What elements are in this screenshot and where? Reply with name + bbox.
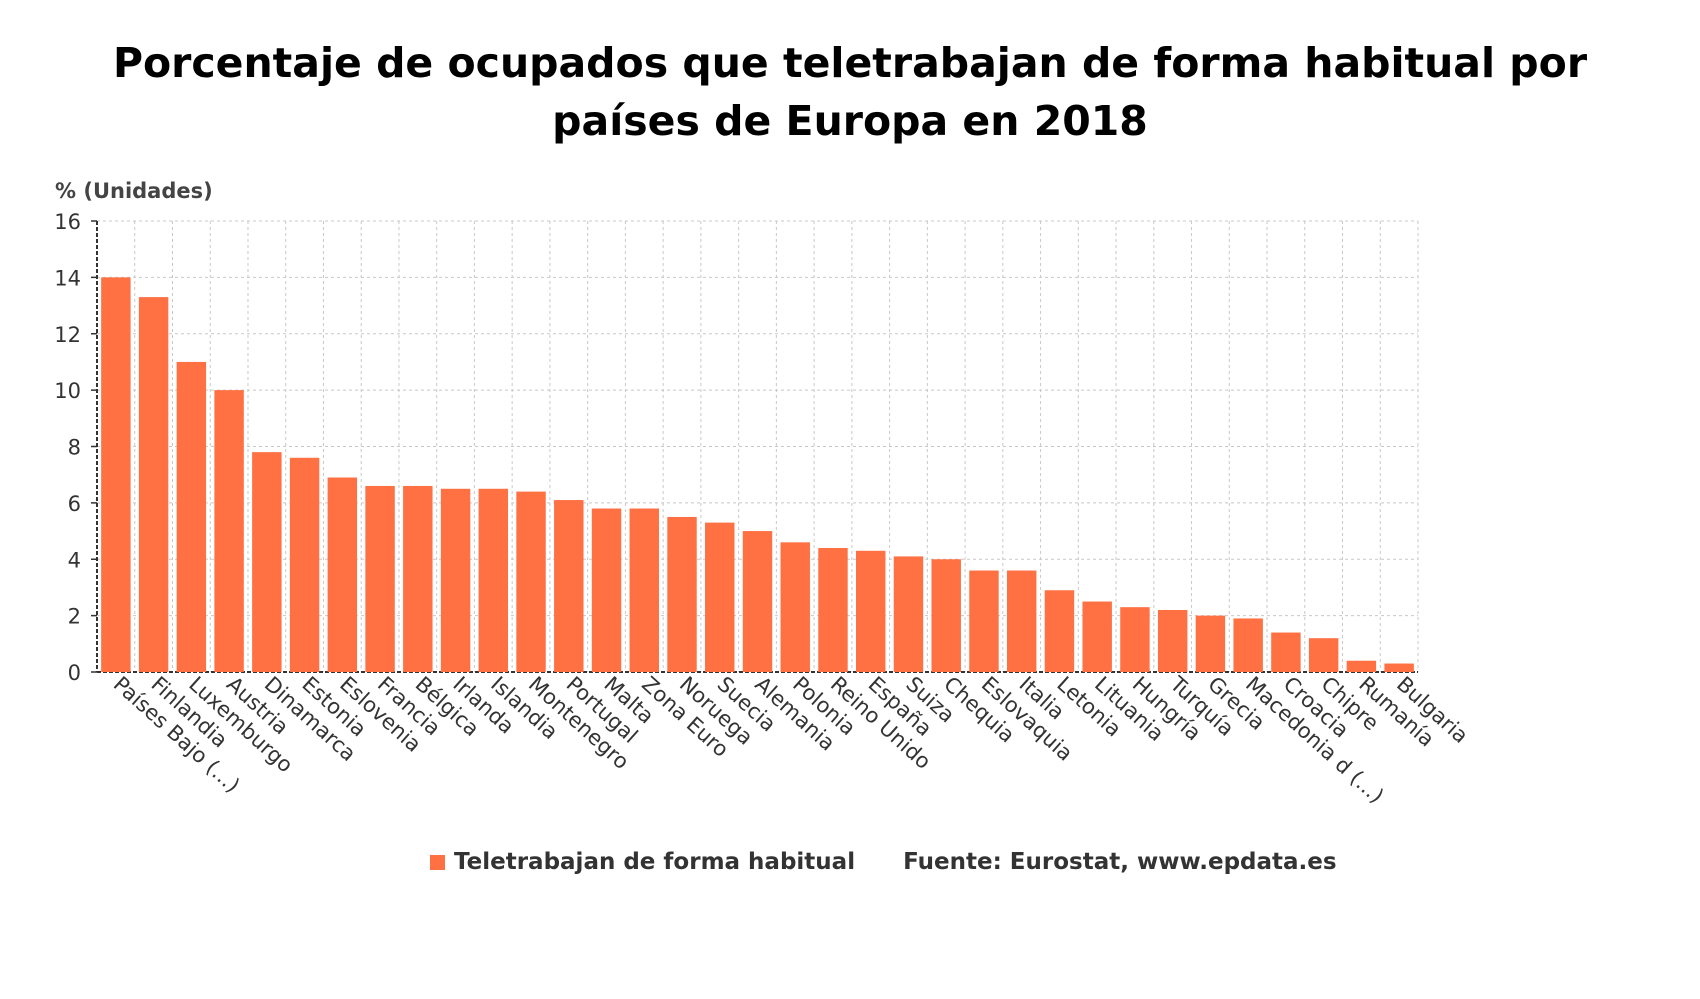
- bar: [1006, 570, 1037, 672]
- y-tick-label: 4: [68, 548, 81, 572]
- bar: [289, 457, 320, 672]
- bar: [516, 491, 546, 672]
- x-tick-labels: Países Bajo (...)FinlandiaLuxemburgoAust…: [109, 671, 1473, 808]
- y-tick-label: 10: [54, 379, 81, 403]
- legend-source: Fuente: Eurostat, www.epdata.es: [903, 849, 1337, 875]
- bar: [214, 390, 244, 672]
- bar: [1120, 607, 1150, 672]
- bar: [969, 570, 999, 672]
- bar: [1384, 663, 1414, 672]
- y-tick-label: 8: [68, 436, 81, 460]
- bar: [1195, 615, 1226, 672]
- bar: [742, 531, 773, 672]
- bar: [403, 485, 433, 672]
- bar: [138, 297, 169, 672]
- bar: [1308, 638, 1339, 672]
- bar: [1233, 618, 1263, 672]
- y-axis-label: % (Unidades): [55, 179, 213, 203]
- y-tick-label: 6: [68, 492, 81, 516]
- bar: [591, 508, 622, 672]
- bar: [554, 500, 584, 672]
- legend: Teletrabajan de forma habitual Fuente: E…: [430, 847, 1337, 877]
- y-tick-labels: 0 2 4 6 8 10 12 14 16: [54, 210, 81, 685]
- legend-series-label: Teletrabajan de forma habitual: [454, 849, 856, 875]
- bar: [1346, 660, 1377, 672]
- bar: [1082, 601, 1112, 672]
- bar: [856, 550, 886, 672]
- bar: [1271, 632, 1301, 672]
- y-tick-label: 12: [54, 323, 81, 347]
- bar: [931, 559, 961, 672]
- bar: [667, 516, 697, 672]
- bar: [101, 277, 131, 672]
- bar: [1157, 609, 1188, 672]
- bar: [818, 547, 848, 672]
- bars: [101, 277, 1414, 672]
- bar: [1044, 590, 1075, 672]
- bar: [893, 556, 924, 672]
- y-tick-label: 0: [68, 661, 81, 685]
- chart-title: Porcentaje de ocupados que teletrabajan …: [0, 34, 1700, 150]
- chart-title-line-2: países de Europa en 2018: [552, 97, 1148, 145]
- bar: [327, 477, 358, 672]
- bar: [705, 522, 735, 672]
- bar: [478, 488, 509, 672]
- bar: [629, 508, 659, 672]
- bar: [440, 488, 471, 672]
- bar: [780, 542, 810, 672]
- y-tick-label: 14: [54, 266, 81, 290]
- bar: [365, 485, 395, 672]
- y-tick-label: 16: [54, 210, 81, 234]
- legend-swatch: [430, 854, 445, 870]
- bar: [252, 452, 282, 672]
- bar: [176, 361, 207, 672]
- chart-title-line-1: Porcentaje de ocupados que teletrabajan …: [112, 39, 1588, 87]
- y-tick-label: 2: [68, 605, 81, 629]
